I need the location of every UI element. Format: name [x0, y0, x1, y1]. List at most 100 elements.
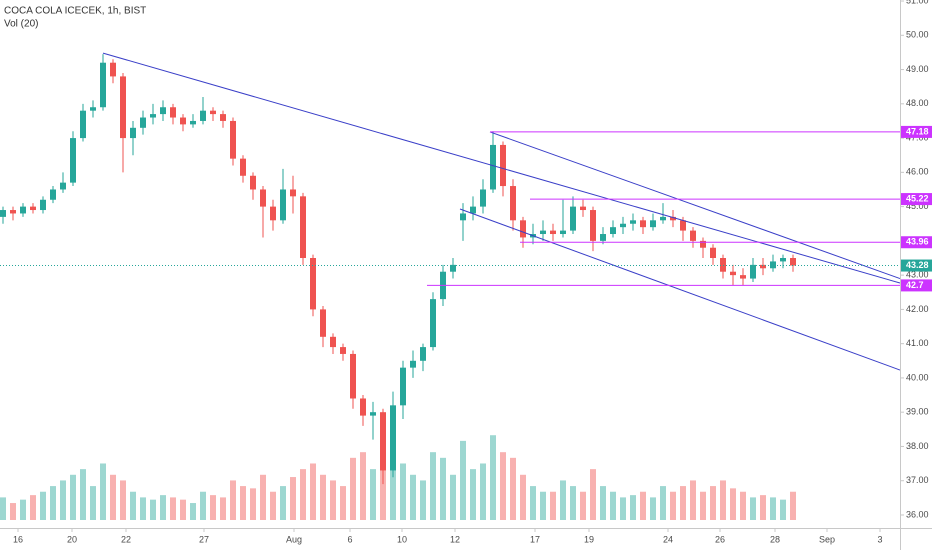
x-tick-label: Sep — [819, 534, 835, 544]
volume-bar — [460, 440, 466, 520]
candle-body — [590, 210, 596, 241]
volume-bar — [430, 452, 436, 520]
candle-body — [620, 223, 626, 228]
volume-bar — [310, 463, 316, 520]
volume-bar — [60, 480, 66, 520]
trend-line — [102, 52, 901, 284]
y-tick-label: 42.00 — [906, 304, 929, 314]
volume-bar — [30, 495, 36, 520]
candle-body — [400, 367, 406, 406]
volume-bar — [290, 477, 296, 520]
candle-body — [270, 206, 276, 221]
volume-bar — [690, 480, 696, 520]
candle-body — [290, 189, 296, 197]
volume-bar — [600, 486, 606, 520]
volume-bar — [700, 491, 706, 520]
volume-bar — [540, 491, 546, 520]
volume-bar — [350, 457, 356, 520]
x-tick-label: 20 — [67, 534, 77, 544]
volume-bar — [620, 497, 626, 520]
volume-bar — [200, 491, 206, 520]
candle-body — [390, 405, 396, 471]
candle-body — [550, 230, 556, 235]
candle-body — [350, 353, 356, 399]
candle-body — [260, 189, 266, 207]
volume-bar — [400, 463, 406, 520]
candle-body — [360, 398, 366, 416]
x-tick-label: 17 — [530, 534, 540, 544]
volume-label: Vol (20) — [4, 19, 38, 30]
y-tick-label: 50.00 — [906, 30, 929, 40]
volume-bar — [70, 474, 76, 520]
candle-body — [250, 175, 256, 190]
x-tick-label: 3 — [877, 534, 882, 544]
x-tick-label: 26 — [715, 534, 725, 544]
candle-body — [680, 220, 686, 231]
candle-body — [610, 227, 616, 235]
candle-body — [560, 230, 566, 235]
candle-body — [670, 216, 676, 221]
volume-bar — [750, 497, 756, 520]
x-tick-label: 19 — [584, 534, 594, 544]
volume-bar — [660, 486, 666, 520]
candle-body — [50, 189, 56, 200]
plot — [0, 52, 901, 520]
volume-bar — [450, 474, 456, 520]
candle-body — [10, 210, 16, 214]
volume-bar — [190, 503, 196, 520]
candle-body — [380, 412, 386, 471]
candle-body — [220, 114, 226, 121]
volume-bar — [210, 495, 216, 520]
volume-bar — [370, 469, 376, 520]
candle-body — [410, 360, 416, 368]
volume-bar — [740, 491, 746, 520]
volume-bar — [570, 486, 576, 520]
volume-bar — [410, 474, 416, 520]
candle-body — [240, 158, 246, 176]
volume-bar — [0, 497, 6, 520]
volume-bar — [130, 491, 136, 520]
volume-bar — [120, 480, 126, 520]
y-tick-label: 37.00 — [906, 475, 929, 485]
candle-body — [70, 138, 76, 183]
volume-bar — [250, 488, 256, 520]
candle-body — [710, 247, 716, 259]
volume-bar — [80, 469, 86, 520]
volume-bar — [280, 486, 286, 520]
candle-body — [570, 206, 576, 231]
x-tick-label: 22 — [121, 534, 131, 544]
candle-body — [640, 220, 646, 228]
last-price-label: 43.28 — [906, 260, 929, 270]
candle-body — [60, 182, 66, 190]
last-price-tag — [901, 259, 932, 272]
volume-bar — [580, 491, 586, 520]
candle-body — [780, 258, 786, 262]
candle-body — [540, 230, 546, 235]
chart-title: COCA COLA ICECEK, 1h, BIST — [4, 6, 146, 17]
level-label: 43.96 — [906, 237, 929, 247]
candle-body — [730, 271, 736, 276]
x-tick-label: 10 — [397, 534, 407, 544]
volume-bar — [790, 491, 796, 520]
candle-body — [130, 127, 136, 139]
volume-bar — [240, 486, 246, 520]
candle-body — [150, 114, 156, 118]
volume-bar — [520, 474, 526, 520]
volume-bar — [90, 486, 96, 520]
volume-bar — [300, 469, 306, 520]
y-tick-label: 40.00 — [906, 372, 929, 382]
level-tag — [901, 236, 932, 249]
candle-body — [760, 264, 766, 269]
x-tick-label: 24 — [663, 534, 673, 544]
volume-bar — [480, 463, 486, 520]
level-label: 47.18 — [906, 126, 929, 136]
volume-bar — [260, 474, 266, 520]
candle-body — [140, 117, 146, 128]
candle-body — [750, 264, 756, 279]
candle-body — [770, 261, 776, 269]
candle-body — [700, 240, 706, 248]
volume-bar — [760, 495, 766, 520]
